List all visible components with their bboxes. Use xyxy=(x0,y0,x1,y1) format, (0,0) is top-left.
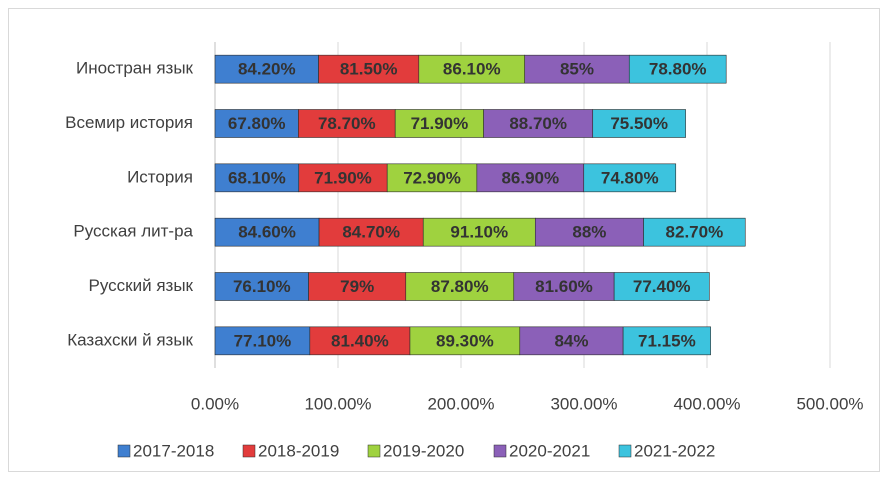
value-label: 81.60% xyxy=(535,277,593,296)
bar-segment xyxy=(214,272,309,301)
value-label: 84.70% xyxy=(342,223,400,242)
y-tick-label: Русский язык xyxy=(89,276,194,295)
y-tick-label: Казахски й язык xyxy=(67,330,193,349)
value-label: 87.80% xyxy=(431,277,489,296)
value-label: 75.50% xyxy=(610,114,668,133)
bar-segment xyxy=(386,163,478,193)
value-label: 89.30% xyxy=(436,331,494,350)
value-label: 76.10% xyxy=(233,277,291,296)
bar-segment xyxy=(592,109,686,138)
bar-segment xyxy=(318,54,420,84)
value-label: 78.70% xyxy=(318,114,376,133)
bar-segment xyxy=(409,326,521,356)
bar-segment xyxy=(583,163,677,193)
bar-segment xyxy=(622,326,711,356)
y-tick-label: Всемир история xyxy=(65,113,193,132)
bar-segment xyxy=(214,217,320,247)
bar-segment xyxy=(298,163,388,193)
value-label: 91.10% xyxy=(450,223,508,242)
value-label: 78.80% xyxy=(649,60,707,79)
bar-segment xyxy=(513,272,615,301)
value-label: 71.90% xyxy=(314,168,372,187)
bar-segment xyxy=(476,163,585,193)
legend-swatch xyxy=(242,444,256,458)
legend-swatch xyxy=(493,444,507,458)
y-tick-label: Иностран язык xyxy=(76,59,194,78)
legend-label: 2019-2020 xyxy=(383,441,464,460)
bar-segment xyxy=(405,272,515,301)
value-label: 71.15% xyxy=(638,331,696,350)
bar-segment xyxy=(309,326,411,356)
value-label: 67.80% xyxy=(228,114,286,133)
legend-label: 2020-2021 xyxy=(509,441,590,460)
bar-segment xyxy=(628,54,727,84)
value-label: 88.70% xyxy=(509,114,567,133)
bar-segment xyxy=(422,217,536,247)
bar-segment xyxy=(534,217,644,247)
value-label: 86.10% xyxy=(443,60,501,79)
bar-segment xyxy=(394,109,484,138)
x-tick-label: 500.00% xyxy=(796,394,863,413)
value-label: 84% xyxy=(554,331,588,350)
bar-segment xyxy=(308,272,407,301)
value-label: 81.40% xyxy=(331,331,389,350)
legend-label: 2018-2019 xyxy=(258,441,339,460)
legend-swatch xyxy=(367,444,381,458)
bar-segment xyxy=(524,54,630,84)
x-tick-label: 400.00% xyxy=(673,394,740,413)
bar-segment xyxy=(418,54,526,84)
legend-swatch xyxy=(117,444,131,458)
value-label: 71.90% xyxy=(411,114,469,133)
y-tick-label: Русская лит-ра xyxy=(73,222,193,241)
bar-segment xyxy=(613,272,710,301)
bar-segment xyxy=(643,217,746,247)
x-tick-label: 200.00% xyxy=(427,394,494,413)
legend-label: 2021-2022 xyxy=(634,441,715,460)
value-label: 84.60% xyxy=(238,223,296,242)
value-label: 68.10% xyxy=(228,168,286,187)
value-label: 77.40% xyxy=(633,277,691,296)
x-tick-label: 0.00% xyxy=(191,394,239,413)
y-tick-label: История xyxy=(127,167,193,186)
value-label: 72.90% xyxy=(403,168,461,187)
legend-swatch xyxy=(618,444,632,458)
value-label: 86.90% xyxy=(501,168,559,187)
value-label: 82.70% xyxy=(666,223,724,242)
value-label: 74.80% xyxy=(601,168,659,187)
x-tick-label: 300.00% xyxy=(550,394,617,413)
value-label: 85% xyxy=(560,60,594,79)
bar-segment xyxy=(214,163,300,193)
value-label: 79% xyxy=(340,277,374,296)
legend-label: 2017-2018 xyxy=(133,441,214,460)
value-label: 81.50% xyxy=(340,60,398,79)
value-label: 77.10% xyxy=(234,331,292,350)
value-label: 84.20% xyxy=(238,60,296,79)
bar-segment xyxy=(214,54,319,84)
bar-segment xyxy=(519,326,624,356)
value-label: 88% xyxy=(572,223,606,242)
x-tick-label: 100.00% xyxy=(304,394,371,413)
